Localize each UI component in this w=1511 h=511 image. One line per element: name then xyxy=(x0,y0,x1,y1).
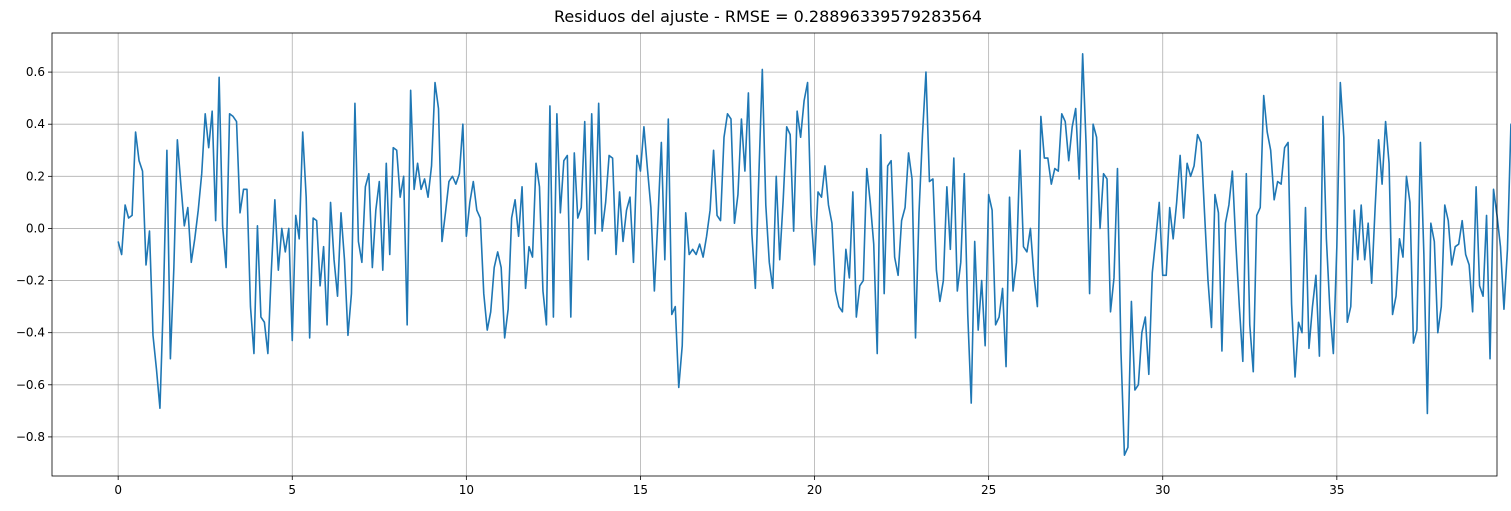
y-axis: −0.8 −0.6 −0.4 −0.2 0.0 0.2 0.4 0.6 xyxy=(16,65,52,444)
x-axis: 0 5 10 15 20 25 30 35 xyxy=(114,476,1344,497)
x-tick-label: 30 xyxy=(1155,483,1170,497)
residuals-series-line xyxy=(117,53,1511,456)
y-tick-label: 0.4 xyxy=(26,117,45,131)
y-tick-label: 0.0 xyxy=(26,221,45,235)
x-tick-label: 35 xyxy=(1329,483,1344,497)
chart-title: Residuos del ajuste - RMSE = 0.288963395… xyxy=(554,7,982,26)
x-tick-label: 10 xyxy=(459,483,474,497)
y-tick-label: −0.4 xyxy=(16,326,45,340)
y-tick-label: −0.6 xyxy=(16,378,45,392)
x-tick-label: 0 xyxy=(114,483,122,497)
y-tick-label: −0.2 xyxy=(16,274,45,288)
y-tick-label: 0.6 xyxy=(26,65,45,79)
y-tick-label: −0.8 xyxy=(16,430,45,444)
x-tick-label: 20 xyxy=(807,483,822,497)
series-layer xyxy=(117,53,1511,456)
plot-frame xyxy=(51,32,1498,477)
y-tick-label: 0.2 xyxy=(26,169,45,183)
x-tick-label: 25 xyxy=(981,483,996,497)
x-tick-label: 5 xyxy=(288,483,296,497)
x-tick-label: 15 xyxy=(633,483,648,497)
